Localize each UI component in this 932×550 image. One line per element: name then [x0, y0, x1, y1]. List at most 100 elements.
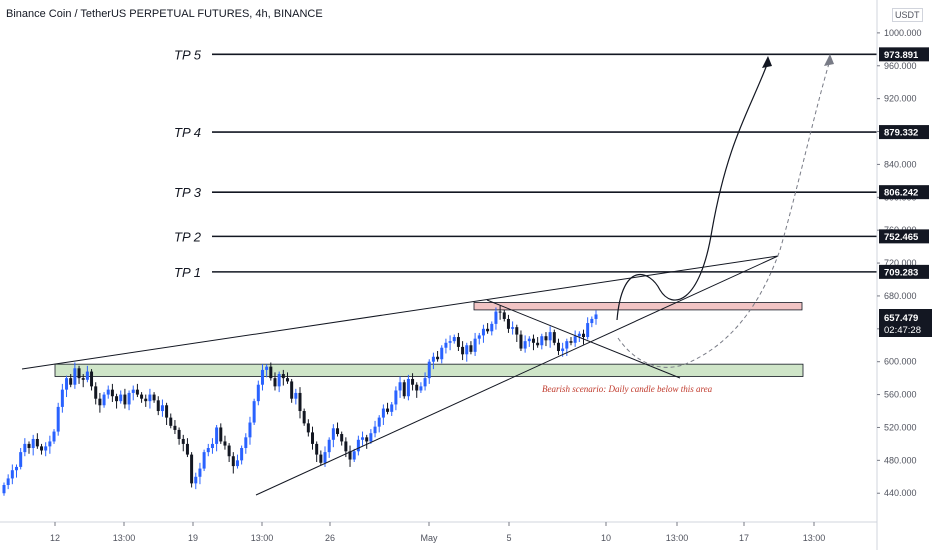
- candle-body[interactable]: [377, 417, 381, 427]
- candle-body[interactable]: [181, 438, 185, 444]
- candle-body[interactable]: [160, 405, 164, 412]
- candle-body[interactable]: [569, 341, 573, 343]
- candle-body[interactable]: [448, 341, 452, 343]
- candle-body[interactable]: [52, 431, 56, 442]
- candle-body[interactable]: [427, 361, 431, 379]
- candle-body[interactable]: [365, 437, 369, 442]
- candle-body[interactable]: [77, 368, 81, 379]
- candle-body[interactable]: [594, 314, 598, 319]
- candle-body[interactable]: [415, 384, 419, 391]
- candle-body[interactable]: [144, 398, 148, 402]
- candle-body[interactable]: [327, 439, 331, 453]
- candle-body[interactable]: [81, 378, 85, 380]
- candle-body[interactable]: [135, 389, 139, 395]
- candle-body[interactable]: [573, 336, 577, 343]
- candle-body[interactable]: [110, 389, 114, 397]
- candle-body[interactable]: [348, 451, 352, 460]
- candle-body[interactable]: [48, 441, 52, 447]
- candle-body[interactable]: [27, 443, 31, 449]
- candle-body[interactable]: [31, 438, 35, 449]
- candle-body[interactable]: [277, 374, 281, 387]
- candle-body[interactable]: [256, 384, 260, 402]
- candle-body[interactable]: [552, 332, 556, 343]
- candle-body[interactable]: [15, 466, 19, 471]
- candle-body[interactable]: [523, 341, 527, 349]
- candle-body[interactable]: [269, 366, 273, 379]
- candle-body[interactable]: [394, 390, 398, 405]
- candle-body[interactable]: [486, 328, 490, 332]
- candle-body[interactable]: [290, 381, 294, 399]
- candle-body[interactable]: [344, 441, 348, 452]
- candle-body[interactable]: [227, 445, 231, 457]
- candle-body[interactable]: [402, 382, 406, 397]
- resistance-zone[interactable]: [473, 302, 803, 311]
- time-axis[interactable]: 12 13:00 19 13:00 26 May 5 10 13:00 17 13:00: [50, 522, 825, 543]
- candle-body[interactable]: [152, 394, 156, 401]
- currency-unit-badge[interactable]: USDT: [892, 8, 923, 22]
- candle-body[interactable]: [565, 341, 569, 349]
- candle-body[interactable]: [315, 443, 319, 455]
- candle-body[interactable]: [527, 338, 531, 342]
- candle-body[interactable]: [215, 427, 219, 444]
- candle-body[interactable]: [202, 452, 206, 469]
- candle-body[interactable]: [265, 366, 269, 370]
- candle-body[interactable]: [23, 443, 27, 453]
- candle-body[interactable]: [302, 411, 306, 424]
- candle-body[interactable]: [6, 478, 10, 486]
- candle-body[interactable]: [173, 425, 177, 430]
- candle-body[interactable]: [85, 371, 89, 380]
- candle-body[interactable]: [336, 428, 340, 435]
- candle-body[interactable]: [465, 345, 469, 355]
- candle-body[interactable]: [502, 312, 506, 319]
- candle-body[interactable]: [148, 394, 152, 402]
- candle-body[interactable]: [456, 337, 460, 347]
- candle-body[interactable]: [431, 356, 435, 362]
- candle-body[interactable]: [519, 334, 523, 349]
- candle-body[interactable]: [461, 346, 465, 355]
- candle-body[interactable]: [531, 338, 535, 343]
- candle-body[interactable]: [369, 433, 373, 442]
- candle-body[interactable]: [411, 378, 415, 385]
- candle-body[interactable]: [440, 347, 444, 360]
- candle-body[interactable]: [140, 394, 144, 399]
- candle-body[interactable]: [361, 437, 365, 440]
- candle-body[interactable]: [60, 389, 64, 407]
- candle-body[interactable]: [69, 378, 73, 385]
- candle-body[interactable]: [73, 368, 77, 385]
- candle-body[interactable]: [477, 335, 481, 339]
- candle-body[interactable]: [260, 369, 264, 385]
- candle-body[interactable]: [131, 389, 135, 393]
- candle-body[interactable]: [2, 485, 6, 494]
- candle-body[interactable]: [356, 439, 360, 452]
- candle-body[interactable]: [194, 476, 198, 484]
- descending-trendline[interactable]: [486, 299, 681, 379]
- candle-body[interactable]: [235, 460, 239, 467]
- candle-body[interactable]: [273, 378, 277, 387]
- candle-body[interactable]: [469, 345, 473, 352]
- candle-body[interactable]: [323, 452, 327, 463]
- candle-body[interactable]: [298, 392, 302, 412]
- candle-body[interactable]: [506, 318, 510, 329]
- candle-body[interactable]: [419, 386, 423, 391]
- candle-body[interactable]: [590, 318, 594, 324]
- candle-body[interactable]: [406, 378, 410, 397]
- candle-body[interactable]: [511, 327, 515, 329]
- wedge-lower-trendline[interactable]: [255, 255, 779, 496]
- candle-body[interactable]: [340, 434, 344, 442]
- candle-body[interactable]: [56, 406, 60, 432]
- candle-body[interactable]: [536, 342, 540, 346]
- candle-body[interactable]: [190, 454, 194, 484]
- candle-body[interactable]: [165, 405, 169, 418]
- candle-body[interactable]: [481, 328, 485, 336]
- candle-body[interactable]: [540, 336, 544, 346]
- candle-body[interactable]: [123, 394, 127, 405]
- candle-body[interactable]: [436, 356, 440, 360]
- candle-body[interactable]: [294, 392, 298, 399]
- candle-body[interactable]: [586, 323, 590, 338]
- candle-body[interactable]: [306, 423, 310, 433]
- candle-body[interactable]: [581, 333, 585, 338]
- candle-body[interactable]: [94, 386, 98, 399]
- price-axis[interactable]: 440.000480.000520.000560.000600.000640.0…: [877, 28, 922, 498]
- candle-body[interactable]: [473, 338, 477, 352]
